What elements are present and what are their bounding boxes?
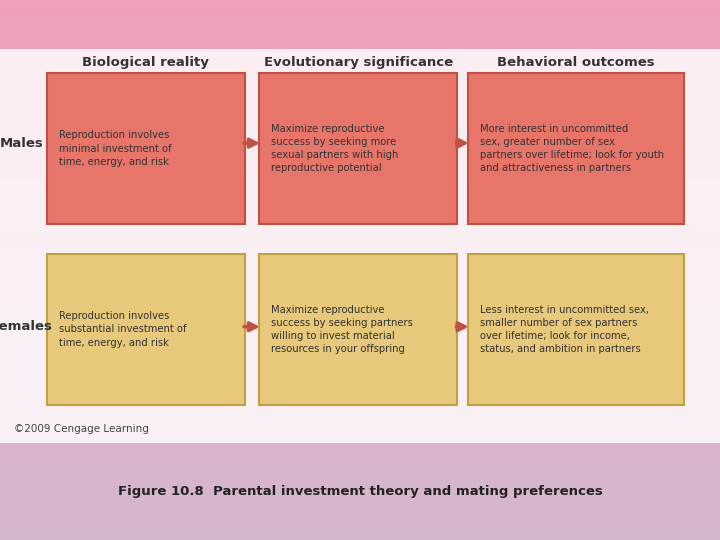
Text: Less interest in uncommitted sex,
smaller number of sex partners
over lifetime; : Less interest in uncommitted sex, smalle… (480, 305, 649, 354)
FancyBboxPatch shape (47, 73, 245, 224)
Text: More interest in uncommitted
sex, greater number of sex
partners over lifetime; : More interest in uncommitted sex, greate… (480, 124, 665, 173)
FancyBboxPatch shape (259, 73, 457, 224)
Text: Males: Males (0, 137, 43, 150)
Text: Females: Females (0, 320, 53, 333)
Text: Behavioral outcomes: Behavioral outcomes (498, 56, 654, 69)
Text: Maximize reproductive
success by seeking partners
willing to invest material
res: Maximize reproductive success by seeking… (271, 305, 413, 354)
Text: Evolutionary significance: Evolutionary significance (264, 56, 453, 69)
FancyBboxPatch shape (47, 254, 245, 405)
FancyBboxPatch shape (259, 254, 457, 405)
FancyBboxPatch shape (468, 73, 684, 224)
Text: Maximize reproductive
success by seeking more
sexual partners with high
reproduc: Maximize reproductive success by seeking… (271, 124, 399, 173)
Text: ©2009 Cengage Learning: ©2009 Cengage Learning (14, 424, 149, 434)
Text: Biological reality: Biological reality (82, 56, 210, 69)
FancyBboxPatch shape (468, 254, 684, 405)
Text: Reproduction involves
minimal investment of
time, energy, and risk: Reproduction involves minimal investment… (59, 130, 171, 167)
Text: Figure 10.8  Parental investment theory and mating preferences: Figure 10.8 Parental investment theory a… (117, 485, 603, 498)
FancyBboxPatch shape (0, 49, 720, 443)
Text: Reproduction involves
substantial investment of
time, energy, and risk: Reproduction involves substantial invest… (59, 311, 186, 348)
